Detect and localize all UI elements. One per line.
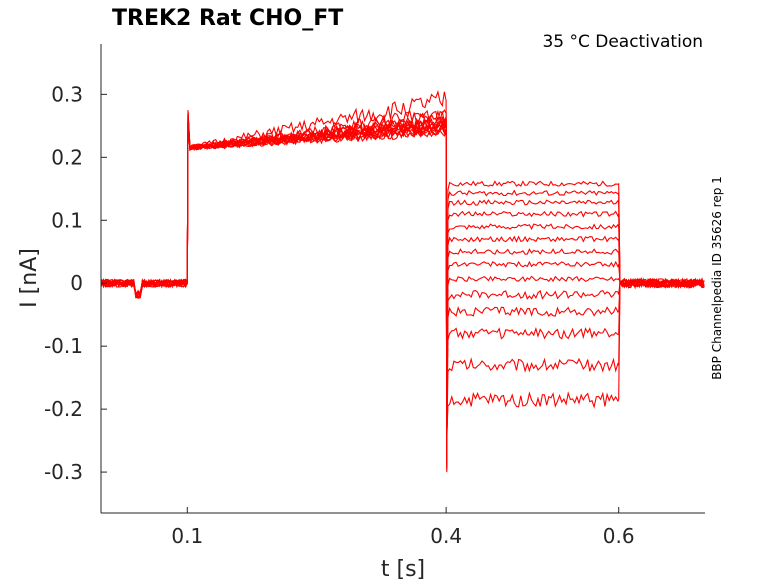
y-tick-label: -0.2 — [44, 397, 83, 421]
series-line — [100, 113, 705, 460]
side-label: BBP Channelpedia ID 35626 rep 1 — [710, 176, 724, 380]
series-line — [100, 109, 705, 442]
series-line — [101, 111, 705, 470]
series-line — [100, 117, 705, 458]
y-tick-label: 0.3 — [51, 82, 83, 106]
series-line — [100, 115, 705, 463]
series-line — [100, 115, 705, 447]
y-tick-label: -0.1 — [44, 334, 83, 358]
x-tick-label: 0.4 — [430, 524, 462, 548]
y-tick-label: 0 — [70, 271, 83, 295]
y-tick-label: -0.3 — [44, 460, 83, 484]
chart-subtitle: 35 °C Deactivation — [542, 32, 703, 52]
series-line — [101, 120, 705, 445]
series-line — [100, 89, 705, 440]
x-tick-label: 0.6 — [603, 524, 635, 548]
traces — [100, 89, 705, 473]
x-axis-label: t [s] — [381, 557, 425, 582]
axes: 0.3 0.2 0.1 0 -0.1 -0.2 -0.3 0.1 0.4 0.6 — [44, 44, 705, 548]
y-tick-label: 0.2 — [51, 145, 83, 169]
y-tick-label: 0.1 — [51, 208, 83, 232]
y-axis-label: I [nA] — [17, 248, 42, 308]
series-line — [100, 120, 705, 452]
chart-title: TREK2 Rat CHO_FT — [112, 6, 343, 31]
series-line — [101, 110, 705, 473]
series-line — [101, 112, 705, 468]
series-line — [100, 113, 705, 465]
x-tick-label: 0.1 — [171, 524, 203, 548]
series-line — [101, 109, 705, 455]
